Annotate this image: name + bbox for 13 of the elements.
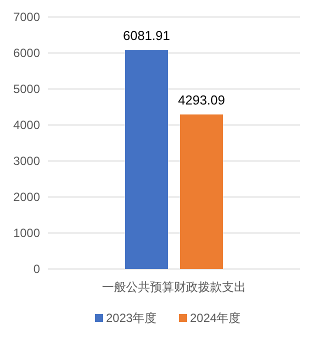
legend-label: 2023年度 [106,311,157,325]
legend-label: 2024年度 [190,311,241,325]
y-tick-label: 3000 [13,154,40,168]
y-tick-label: 7000 [13,10,40,24]
y-tick-label: 5000 [13,82,40,96]
x-tick-label: 一般公共预算财政拨款支出 [102,280,246,294]
y-tick-label: 4000 [13,118,40,132]
data-label: 4293.09 [178,92,225,108]
y-tick-label: 1000 [13,226,40,240]
y-tick-label: 0 [33,262,40,276]
y-tick-label: 2000 [13,190,40,204]
data-label: 6081.91 [123,28,170,44]
y-tick-label: 6000 [13,46,40,60]
